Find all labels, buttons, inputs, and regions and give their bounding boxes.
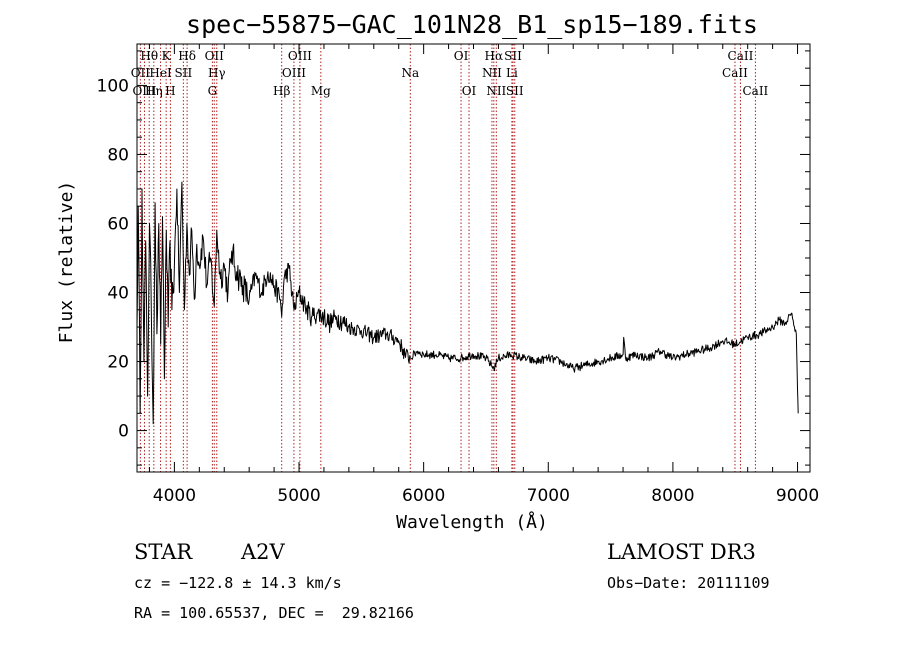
x-axis-label: Wavelength (Å) — [396, 511, 548, 533]
spectral-line-label: HeI — [149, 66, 172, 80]
y-tick-label: 0 — [118, 422, 129, 442]
spectral-line-label: SII — [175, 66, 193, 80]
spectral-line-label: Hγ — [208, 66, 226, 80]
object-subclass: A2V — [241, 540, 285, 564]
observation-date: Obs−Date: 20111109 — [607, 574, 770, 592]
spectral-line-label: OII — [131, 66, 151, 80]
x-tick-label: 7000 — [527, 486, 570, 506]
spectral-line-label: Hθ — [140, 49, 158, 63]
y-tick-label: 80 — [107, 145, 129, 165]
spectral-line-label: Na — [401, 66, 419, 80]
spectral-line-label: G — [208, 84, 218, 98]
survey-name: LAMOST DR3 — [607, 540, 756, 564]
x-tick-label: 6000 — [402, 486, 445, 506]
axis-ticks: 4000 5000 6000 7000 8000 9000 0 20 40 60 80 100 — [97, 44, 819, 506]
spectral-line-label: OIII — [132, 84, 156, 98]
spectral-line-label: OIII — [282, 66, 306, 80]
spectral-line-label: K — [162, 49, 172, 63]
y-tick-label: 20 — [107, 353, 129, 373]
x-tick-label: 5000 — [277, 486, 320, 506]
spectral-line-label: OIII — [288, 49, 312, 63]
spectral-line-label: Hβ — [273, 84, 290, 98]
spectral-line-label: OII — [205, 49, 225, 63]
spectral-line-label: OI — [454, 49, 469, 63]
object-type: STAR — [134, 540, 193, 564]
spectral-line-label: OI — [462, 84, 477, 98]
x-tick-label: 4000 — [153, 486, 196, 506]
spectral-line-label: SII — [506, 84, 524, 98]
spectral-line-label: Li — [506, 66, 518, 80]
x-tick-label: 9000 — [776, 486, 819, 506]
spectral-line-label: NII — [486, 84, 506, 98]
spectral-line-label: Mg — [311, 84, 331, 98]
spectral-line-label: Hα — [485, 49, 504, 63]
spectral-line-label: NII — [482, 66, 502, 80]
spectral-line-markers — [139, 44, 756, 472]
spectral-line-label: H — [165, 84, 175, 98]
velocity-readout: cz = −122.8 ± 14.3 km/s — [134, 574, 342, 592]
y-tick-label: 40 — [107, 284, 129, 304]
y-axis-label: Flux (relative) — [56, 181, 77, 344]
x-tick-label: 8000 — [651, 486, 694, 506]
coordinates-readout: RA = 100.65537, DEC = 29.82166 — [134, 604, 414, 622]
y-tick-label: 100 — [97, 76, 129, 96]
flux-series-line — [136, 181, 799, 425]
plot-frame — [136, 43, 811, 473]
y-tick-label: 60 — [107, 214, 129, 234]
spectral-line-label: SII — [504, 49, 522, 63]
spectral-line-label: CaII — [722, 66, 748, 80]
spectral-line-label: CaII — [728, 49, 754, 63]
spectral-line-label: Hδ — [178, 49, 196, 63]
spectral-line-label: Hη — [145, 84, 163, 98]
series-layer — [136, 181, 799, 425]
spectral-line-label: CaII — [742, 84, 768, 98]
chart-title: spec−55875−GAC_101N28_B1_sp15−189.fits — [186, 10, 758, 39]
